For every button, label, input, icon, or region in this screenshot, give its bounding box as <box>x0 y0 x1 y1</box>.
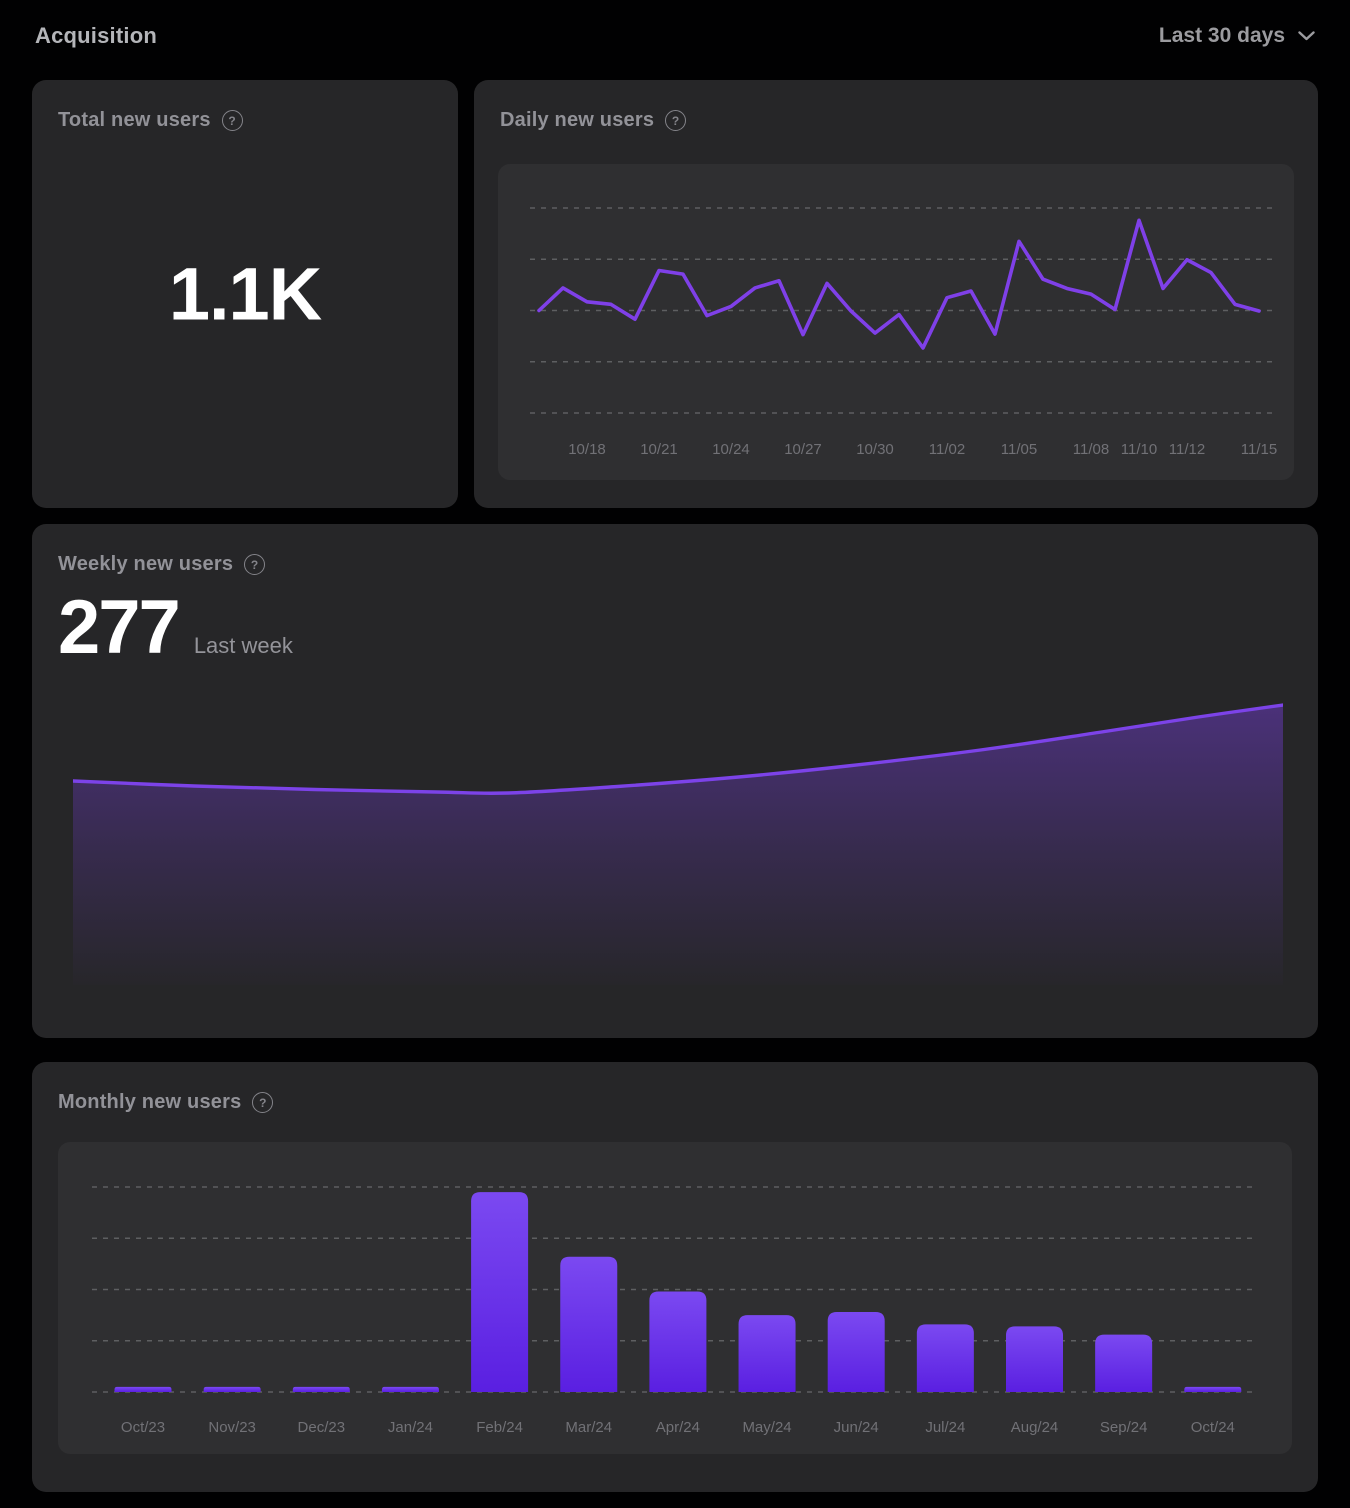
page-title: Acquisition <box>35 23 157 48</box>
weekly-new-users-value: 277 <box>58 585 181 670</box>
period-selector-label: Last 30 days <box>1158 24 1285 47</box>
svg-text:11/15: 11/15 <box>1241 441 1277 458</box>
daily-new-users-title: Daily new users ? <box>500 109 687 132</box>
svg-text:Sep/24: Sep/24 <box>1100 1419 1148 1436</box>
svg-text:Feb/24: Feb/24 <box>476 1419 523 1436</box>
svg-text:May/24: May/24 <box>742 1419 791 1436</box>
svg-text:Nov/23: Nov/23 <box>208 1419 256 1436</box>
weekly-value-caption: Last week <box>193 633 293 658</box>
weekly-new-users-title-text: Weekly new users <box>58 553 234 575</box>
svg-text:10/18: 10/18 <box>568 441 606 458</box>
svg-text:11/08: 11/08 <box>1073 441 1109 458</box>
weekly-area-chart <box>73 703 1283 985</box>
svg-text:11/12: 11/12 <box>1169 441 1205 458</box>
daily-new-users-title-text: Daily new users <box>500 109 655 131</box>
daily-line-chart: 10/18 10/21 10/24 10/27 10/30 11/02 11/05 11/08… <box>530 207 1277 458</box>
daily-chart-panel: 10/18 10/21 10/24 10/27 10/30 11/02 11/05 11/08… <box>498 164 1294 480</box>
svg-text:11/05: 11/05 <box>1001 441 1037 458</box>
svg-text:Jan/24: Jan/24 <box>388 1419 433 1436</box>
total-new-users-title: Total new users ? <box>58 109 243 132</box>
svg-text:Dec/23: Dec/23 <box>298 1419 346 1436</box>
svg-text:Jun/24: Jun/24 <box>834 1419 879 1436</box>
svg-text:10/30: 10/30 <box>856 441 894 458</box>
total-new-users-card: Total new users ? 1.1K <box>32 80 458 508</box>
monthly-chart-panel: Oct/23 Nov/23 Dec/23 Jan/24 Feb/24 Mar/24 Apr/… <box>58 1142 1292 1454</box>
monthly-new-users-title: Monthly new users ? <box>58 1091 274 1114</box>
weekly-new-users-card: Weekly new users ? 277 Last week <box>32 524 1318 1038</box>
weekly-stat: 277 Last week <box>58 590 293 666</box>
chevron-down-icon <box>1298 31 1315 41</box>
svg-text:11/10: 11/10 <box>1121 441 1157 458</box>
total-new-users-title-text: Total new users <box>58 109 211 131</box>
svg-text:11/02: 11/02 <box>929 441 965 458</box>
monthly-bar-chart: Oct/23 Nov/23 Dec/23 Jan/24 Feb/24 Mar/24 Apr/… <box>92 1186 1258 1436</box>
total-new-users-value: 1.1K <box>168 252 322 336</box>
svg-text:Oct/23: Oct/23 <box>121 1419 165 1436</box>
svg-text:Oct/24: Oct/24 <box>1191 1419 1235 1436</box>
help-icon[interactable]: ? <box>665 110 687 131</box>
daily-new-users-card: Daily new users ? 10/18 10/21 10/24 10/27 10… <box>474 80 1318 508</box>
svg-text:Apr/24: Apr/24 <box>656 1419 700 1436</box>
help-icon[interactable]: ? <box>252 1092 274 1113</box>
svg-text:Jul/24: Jul/24 <box>925 1419 965 1436</box>
help-icon[interactable]: ? <box>221 110 243 131</box>
svg-text:10/21: 10/21 <box>640 441 678 458</box>
svg-text:Mar/24: Mar/24 <box>565 1419 612 1436</box>
monthly-new-users-title-text: Monthly new users <box>58 1091 242 1113</box>
weekly-new-users-title: Weekly new users ? <box>58 553 266 576</box>
page-header: Acquisition Last 30 days <box>35 18 1315 54</box>
monthly-new-users-card: Monthly new users ? Oct/23 Nov/23 Dec/23 Ja… <box>32 1062 1318 1492</box>
help-icon[interactable]: ? <box>244 554 266 575</box>
svg-text:10/24: 10/24 <box>712 441 750 458</box>
svg-text:10/27: 10/27 <box>784 441 822 458</box>
period-selector[interactable]: Last 30 days <box>1159 24 1315 48</box>
svg-text:Aug/24: Aug/24 <box>1011 1419 1059 1436</box>
